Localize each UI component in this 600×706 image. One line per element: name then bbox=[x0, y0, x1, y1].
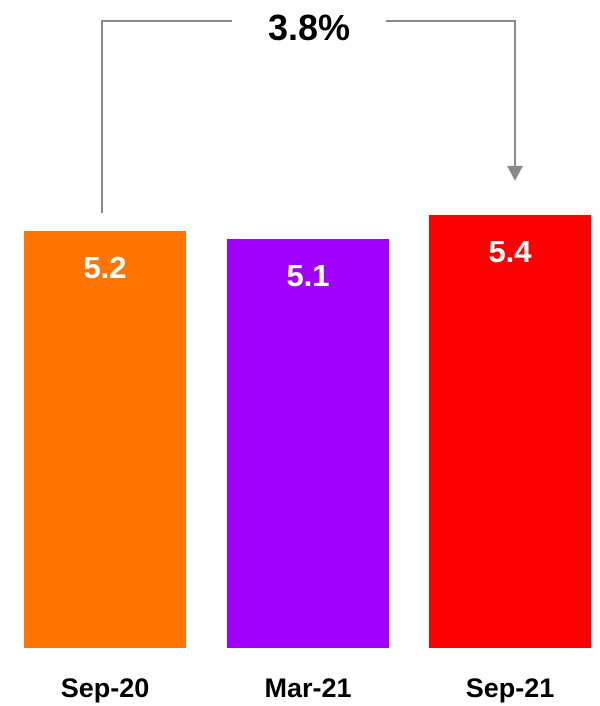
category-label-sep-21: Sep-21 bbox=[466, 673, 555, 703]
bar-sep-21 bbox=[429, 214, 591, 649]
change-bracket-connector bbox=[101, 20, 516, 213]
category-labels: Sep-20 Mar-21 Sep-21 bbox=[61, 673, 555, 703]
bar-value-label-sep-20: 5.2 bbox=[83, 250, 126, 285]
bar-mar-21 bbox=[227, 238, 389, 649]
bar-value-labels: 5.2 5.1 5.4 bbox=[83, 234, 532, 293]
bars-group bbox=[24, 214, 591, 649]
bar-sep-20 bbox=[24, 230, 186, 648]
change-percent-label: 3.8% bbox=[268, 7, 350, 48]
bar-value-label-sep-21: 5.4 bbox=[488, 234, 532, 269]
change-arrowhead bbox=[507, 165, 523, 181]
change-annotation: 3.8% bbox=[101, 7, 523, 213]
bar-value-label-mar-21: 5.1 bbox=[286, 258, 329, 293]
category-label-sep-20: Sep-20 bbox=[61, 673, 150, 703]
category-label-mar-21: Mar-21 bbox=[264, 673, 351, 703]
